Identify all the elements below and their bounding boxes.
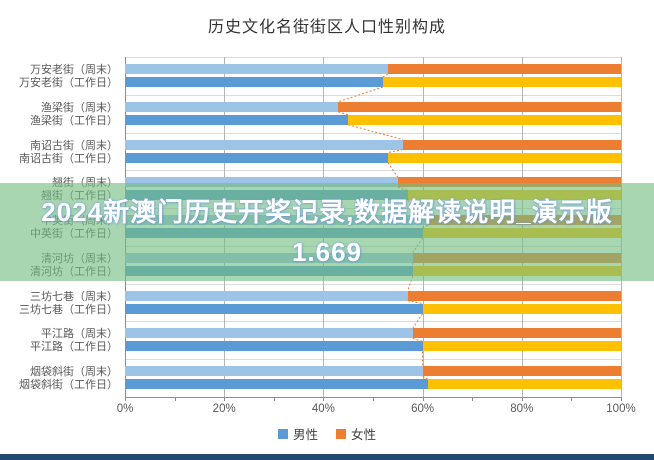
footer-strip [0,454,654,460]
category-label: 平江路（周末） [41,328,118,341]
gridline-horizontal [125,283,621,285]
bar-segment-female [387,64,621,74]
bar-segment-male [125,341,423,352]
bar-segment-male [125,366,423,377]
gridline-horizontal [125,57,621,58]
x-tick-label: 60% [411,403,435,415]
bar-segment-female [422,303,621,314]
x-tick-label: 20% [212,403,236,415]
bar-row: 南诏古街（工作日） [19,152,621,165]
bar-segment-male [125,77,383,87]
watermark-line1: 2024新澳门历史开奖记录,数据解读说明_演示版 [41,197,613,227]
bar-segment-female [412,328,621,339]
bar-row: 烟袋斜街（工作日） [19,379,621,391]
female-color-swatch [336,428,346,439]
category-label: 万安老街（工作日） [19,77,118,89]
male-color-swatch [277,428,288,439]
x-axis-tick [323,397,325,401]
bar-segment-female [397,177,621,188]
bar-row: 渔梁街（周末） [41,101,621,114]
bar-row: 三坊七巷（工作日） [19,303,621,316]
bar-row: 三坊七巷（周末） [30,290,621,303]
bar-row: 烟袋斜街（周末） [30,366,621,378]
bar-row: 平江路（工作日） [30,341,621,353]
bar-segment-male [125,101,339,112]
x-axis-tick [373,397,374,401]
chart-title: 历史文化名街街区人口性别构成 [207,19,446,36]
bar-segment-female [382,77,621,87]
legend-label-male: 男性 [292,428,318,442]
watermark-line2: 1.669 [291,237,363,267]
category-label: 渔梁街（周末） [41,101,118,114]
bar-segment-male [125,64,388,74]
category-label: 南诏古街（周末） [30,139,118,152]
legend-item-male: 男性 [277,424,318,443]
bar-segment-female [427,379,621,390]
x-axis-tick [422,397,424,401]
x-tick-label: 40% [311,403,335,415]
x-axis-tick [174,397,176,401]
bar-segment-female [407,290,621,301]
legend-item-female: 女性 [336,424,376,443]
bar-segment-female [402,139,621,150]
watermark-overlay: 2024新澳门历史开奖记录,数据解读说明_演示版 1.669 [0,183,654,281]
x-tick-label: 0% [116,403,134,415]
legend-label-female: 女性 [351,428,377,442]
x-axis-tick [472,397,474,401]
bar-segment-male [125,328,413,339]
bar-segment-female [422,366,621,377]
x-axis-tick [273,397,275,401]
category-label: 三坊七巷（工作日） [19,303,118,316]
category-label: 渔梁街（工作日） [30,114,118,127]
gridline-horizontal [125,170,621,172]
bar-segment-male [125,139,403,150]
bar-segment-female [348,114,621,125]
x-tick-label: 80% [510,403,534,415]
bar-segment-male [125,303,423,314]
bar-segment-female [338,101,621,112]
bar-row: 万安老街（工作日） [19,77,621,89]
category-label: 万安老街（周末） [30,64,118,76]
bar-segment-female [422,341,621,352]
bar-segment-female [387,152,621,163]
bar-row: 万安老街（周末） [30,64,621,76]
gridline-horizontal [125,132,621,134]
category-label: 平江路（工作日） [30,341,118,354]
gridline-horizontal [125,359,621,361]
category-label: 南诏古街（工作日） [19,152,118,165]
category-label: 烟袋斜街（周末） [30,366,118,379]
x-axis-tick [621,397,622,401]
bar-row: 平江路（周末） [41,328,621,340]
x-axis-line [125,397,622,398]
legend: 男性 女性 [0,424,654,443]
bar-segment-male [125,177,398,188]
bar-row: 南诏古街（周末） [30,139,621,152]
x-tick-label: 100% [606,403,636,415]
x-axis-tick [224,397,226,401]
bar-segment-male [125,379,428,390]
category-label: 三坊七巷（周末） [30,290,118,303]
x-axis-tick [571,397,573,401]
bar-segment-male [125,152,388,163]
bar-segment-male [125,290,408,301]
category-label: 烟袋斜街（工作日） [19,379,118,392]
x-axis-tick [125,397,126,401]
gridline-horizontal [125,321,621,323]
gridline-horizontal [125,94,621,96]
bar-row: 渔梁街（工作日） [30,114,621,127]
bar-segment-male [125,114,349,125]
x-axis-tick [521,397,523,401]
